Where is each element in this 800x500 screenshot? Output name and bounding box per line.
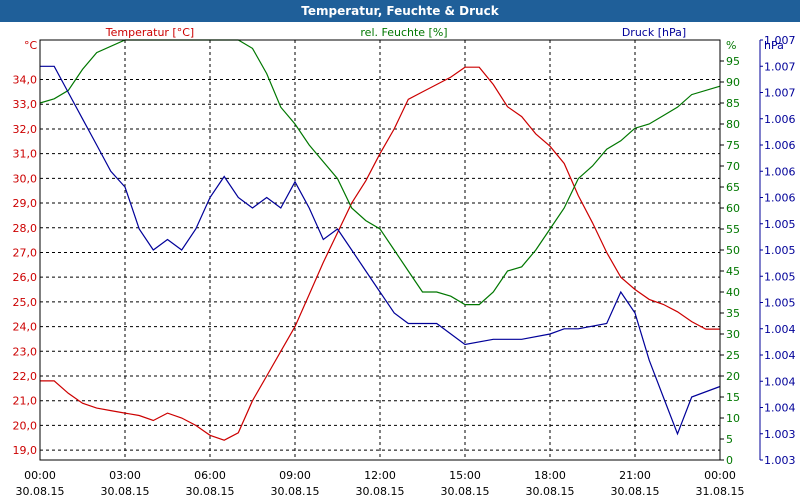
y-tick-pressure: 1.004	[764, 349, 796, 362]
y-tick-temperature: 22,0	[13, 370, 38, 383]
y-tick-temperature: 25,0	[13, 296, 38, 309]
x-tick-time: 09:00	[279, 469, 311, 482]
y-tick-humidity: 10	[726, 412, 740, 425]
y-tick-temperature: 21,0	[13, 395, 38, 408]
chart-plot: 00:00 30.08.15 03:00 30.08.15 06:00 30.08.15 0…	[13, 26, 796, 498]
x-tick-date: 30.08.15	[441, 485, 490, 498]
x-tick-date: 30.08.15	[526, 485, 575, 498]
y-tick-pressure: 1.006	[764, 165, 796, 178]
x-tick-date: 30.08.15	[611, 485, 660, 498]
axis-label-pressure: Druck [hPa]	[622, 26, 686, 39]
axis-labels: 00:00 30.08.15 03:00 30.08.15 06:00 30.08.15 0…	[13, 26, 796, 498]
y-tick-temperature: 31,0	[13, 148, 38, 161]
y-tick-humidity: 45	[726, 265, 740, 278]
y-tick-humidity: 0	[726, 454, 733, 467]
y-tick-pressure: 1.005	[764, 218, 796, 231]
x-tick-date: 30.08.15	[186, 485, 235, 498]
y-tick-humidity: 60	[726, 202, 740, 215]
series-line	[40, 65, 721, 436]
y-tick-temperature: 28,0	[13, 222, 38, 235]
y-tick-temperature: 23,0	[13, 345, 38, 358]
x-tick-time: 06:00	[194, 469, 226, 482]
y-tick-pressure: 1.005	[764, 297, 796, 310]
y-tick-pressure: 1.005	[764, 244, 796, 257]
y-tick-pressure: 1.007	[764, 87, 796, 100]
y-tick-pressure: 1.006	[764, 192, 796, 205]
y-tick-pressure: 1.005	[764, 270, 796, 283]
y-tick-humidity: 95	[726, 55, 740, 68]
y-tick-pressure: 1.004	[764, 375, 796, 388]
axes	[39, 39, 763, 461]
x-tick-date: 30.08.15	[101, 485, 150, 498]
y-tick-humidity: 55	[726, 223, 740, 236]
y-tick-humidity: 70	[726, 160, 740, 173]
axis-unit-pressure: hPa	[764, 39, 784, 52]
y-tick-temperature: 29,0	[13, 197, 38, 210]
y-tick-humidity: 30	[726, 328, 740, 341]
y-tick-pressure: 1.006	[764, 113, 796, 126]
y-tick-temperature: 19,0	[13, 444, 38, 457]
y-tick-pressure: 1.007	[764, 60, 796, 73]
y-tick-pressure: 1.004	[764, 323, 796, 336]
y-tick-humidity: 80	[726, 118, 740, 131]
y-tick-humidity: 25	[726, 349, 740, 362]
x-tick-time: 00:00	[704, 469, 736, 482]
y-tick-humidity: 75	[726, 139, 740, 152]
y-tick-temperature: 34,0	[13, 74, 38, 87]
x-tick-date: 30.08.15	[271, 485, 320, 498]
y-tick-temperature: 26,0	[13, 271, 38, 284]
x-tick-date: 30.08.15	[356, 485, 405, 498]
x-tick-time: 18:00	[534, 469, 566, 482]
y-tick-pressure: 1.006	[764, 139, 796, 152]
y-tick-humidity: 90	[726, 76, 740, 89]
y-tick-humidity: 20	[726, 370, 740, 383]
y-tick-temperature: 20,0	[13, 419, 38, 432]
x-tick-date: 30.08.15	[16, 485, 65, 498]
x-tick-time: 03:00	[109, 469, 141, 482]
y-tick-humidity: 15	[726, 391, 740, 404]
y-tick-temperature: 27,0	[13, 246, 38, 259]
y-tick-humidity: 40	[726, 286, 740, 299]
y-tick-temperature: 24,0	[13, 321, 38, 334]
y-tick-humidity: 65	[726, 181, 740, 194]
grid-lines	[40, 40, 720, 460]
y-tick-temperature: 33,0	[13, 98, 38, 111]
y-tick-pressure: 1.007	[764, 34, 796, 47]
axis-label-humidity: rel. Feuchte [%]	[360, 26, 447, 39]
axis-unit-humidity: %	[726, 39, 736, 52]
axis-label-temperature: Temperatur [°C]	[105, 26, 194, 39]
y-tick-temperature: 32,0	[13, 123, 38, 136]
x-tick-time: 15:00	[449, 469, 481, 482]
x-tick-time: 21:00	[619, 469, 651, 482]
y-tick-humidity: 85	[726, 97, 740, 110]
y-tick-temperature: 30,0	[13, 172, 38, 185]
y-tick-humidity: 5	[726, 433, 733, 446]
y-tick-humidity: 35	[726, 307, 740, 320]
chart-title: Temperatur, Feuchte & Druck	[0, 0, 800, 22]
x-tick-date: 31.08.15	[696, 485, 745, 498]
x-tick-time: 12:00	[364, 469, 396, 482]
series-line	[40, 66, 720, 441]
y-tick-pressure: 1.003	[764, 454, 796, 467]
y-tick-pressure: 1.003	[764, 428, 796, 441]
y-tick-pressure: 1.004	[764, 402, 796, 415]
axis-unit-temperature: °C	[24, 39, 38, 52]
x-tick-time: 00:00	[24, 469, 56, 482]
y-tick-humidity: 50	[726, 244, 740, 257]
